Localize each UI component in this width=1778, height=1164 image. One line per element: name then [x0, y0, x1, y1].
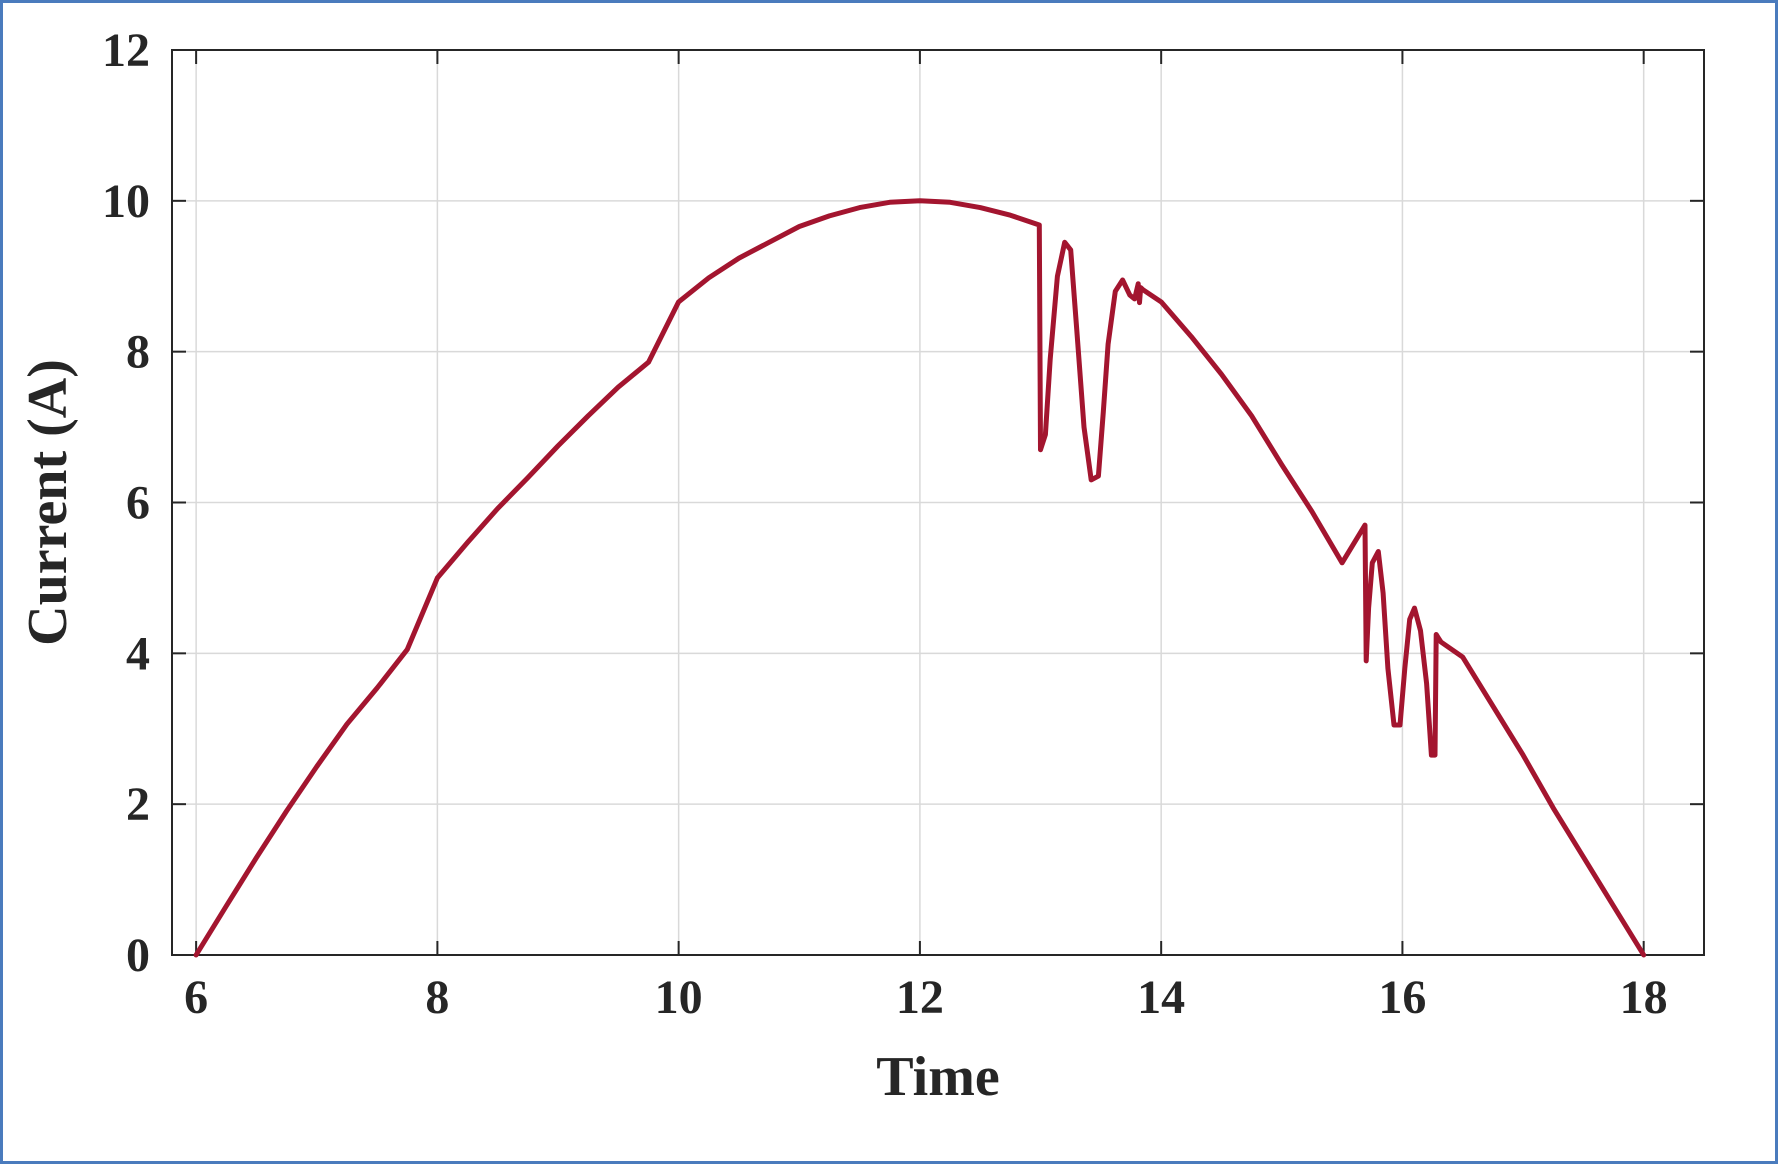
x-tick-label: 6: [184, 971, 208, 1024]
y-tick-label: 2: [126, 778, 150, 831]
x-tick-label: 12: [896, 971, 944, 1024]
y-tick-label: 0: [126, 929, 150, 982]
grid-lines: [172, 49, 1704, 956]
x-axis-label: Time: [876, 1046, 999, 1108]
x-tick-label: 14: [1137, 971, 1185, 1024]
y-tick-labels: 0 2 4 6 8 10 12: [102, 24, 150, 982]
y-axis-label: Current (A): [17, 359, 79, 646]
axis-ticks: [172, 49, 1704, 956]
x-tick-label: 18: [1620, 971, 1668, 1024]
x-tick-label: 8: [425, 971, 449, 1024]
y-tick-label: 8: [126, 326, 150, 379]
y-tick-label: 12: [102, 24, 150, 77]
x-tick-labels: 6 8 10 12 14 16 18: [184, 971, 1668, 1024]
y-tick-label: 4: [126, 627, 150, 680]
current-series-line: [193, 198, 1647, 958]
x-tick-label: 16: [1378, 971, 1426, 1024]
y-tick-label: 10: [102, 175, 150, 228]
y-tick-label: 6: [126, 477, 150, 530]
x-tick-label: 10: [655, 971, 703, 1024]
